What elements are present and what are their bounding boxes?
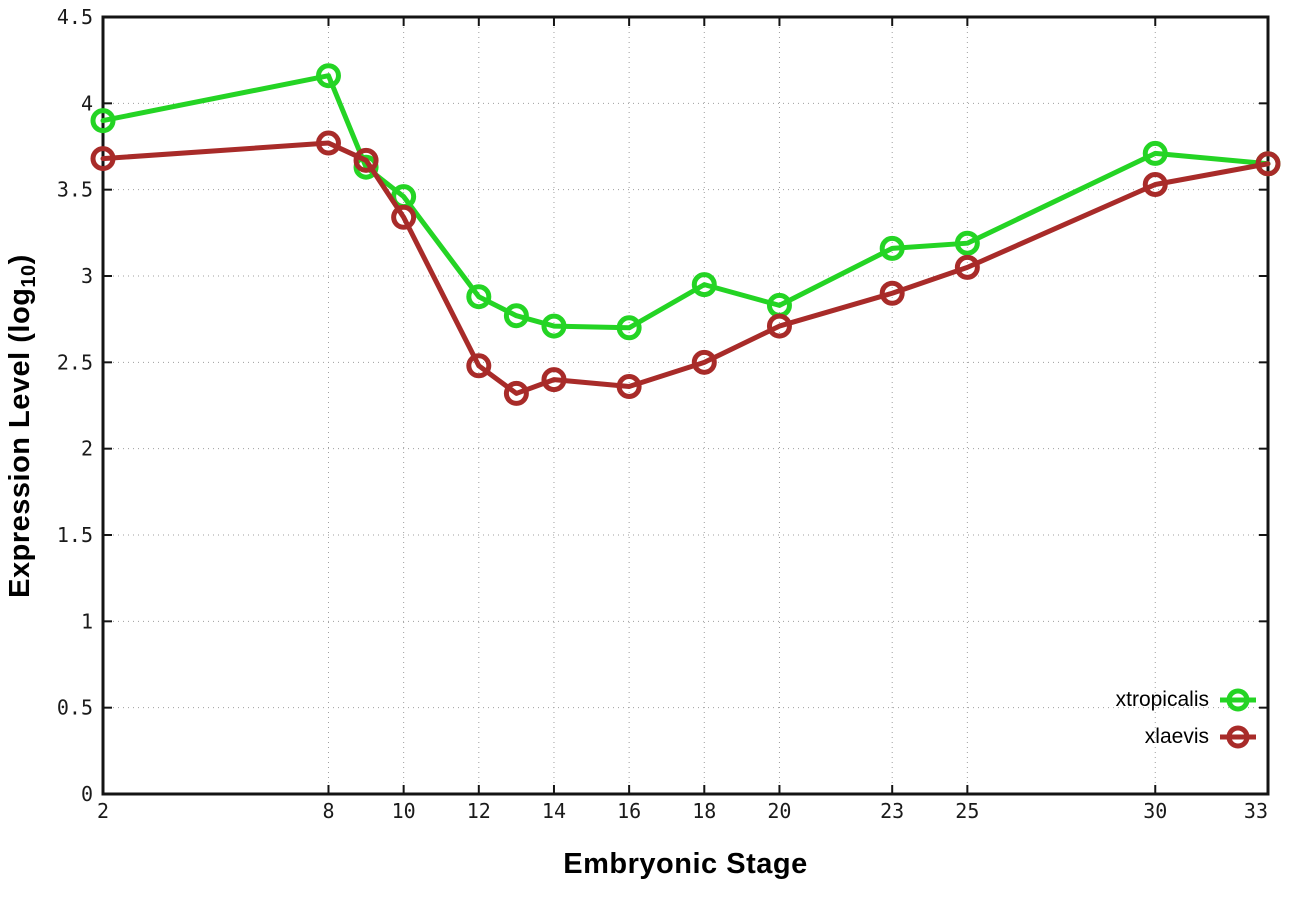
data-point-xlaevis	[391, 204, 417, 230]
data-point-xlaevis	[616, 374, 642, 400]
x-tick-label: 18	[692, 799, 716, 823]
data-point-xlaevis	[541, 367, 567, 393]
data-point-xlaevis	[90, 146, 116, 172]
y-tick-label: 0.5	[57, 696, 93, 720]
x-tick-label: 33	[1244, 799, 1268, 823]
data-point-xtropicalis	[466, 284, 492, 310]
legend-circle-marker	[1226, 688, 1250, 712]
data-point-xtropicalis	[954, 230, 980, 256]
data-point-xlaevis	[691, 349, 717, 375]
y-tick-label: 2	[81, 437, 93, 461]
data-point-xlaevis	[503, 380, 529, 406]
data-point-xlaevis	[353, 147, 379, 173]
y-tick-label: 3.5	[57, 178, 93, 202]
x-axis-title: Embryonic Stage	[563, 848, 808, 880]
data-point-xlaevis	[954, 254, 980, 280]
y-tick-label: 3	[81, 264, 93, 288]
data-point-xlaevis	[315, 130, 341, 156]
legend-label: xlaevis	[1144, 725, 1209, 748]
data-point-xlaevis	[1255, 151, 1281, 177]
data-point-xtropicalis	[879, 235, 905, 261]
x-tick-label: 2	[97, 799, 109, 823]
y-tick-label: 2.5	[57, 350, 93, 374]
x-tick-label: 8	[322, 799, 334, 823]
data-point-xtropicalis	[541, 313, 567, 339]
data-point-xtropicalis	[90, 108, 116, 134]
legend-row-xlaevis: xlaevis	[1145, 723, 1258, 751]
legend-label: xtropicalis	[1115, 688, 1209, 711]
y-axis-title: Expression Level (log10)	[4, 176, 40, 676]
x-tick-label: 23	[880, 799, 904, 823]
y-axis-title-suffix: )	[4, 254, 36, 265]
x-tick-label: 16	[617, 799, 641, 823]
y-tick-label: 1.5	[57, 523, 93, 547]
data-point-xtropicalis	[315, 63, 341, 89]
data-point-xtropicalis	[691, 272, 717, 298]
data-point-xlaevis	[466, 353, 492, 379]
y-tick-label: 4.5	[57, 5, 93, 29]
data-point-xlaevis	[766, 313, 792, 339]
data-point-xtropicalis	[1142, 140, 1168, 166]
legend-marker-sample	[1220, 688, 1256, 712]
data-point-xtropicalis	[503, 303, 529, 329]
data-point-xlaevis	[1142, 171, 1168, 197]
data-point-xlaevis	[879, 280, 905, 306]
series-line-xtropicalis	[100, 73, 1271, 331]
x-tick-label: 12	[467, 799, 491, 823]
y-tick-label: 0	[81, 782, 93, 806]
x-tick-label: 20	[767, 799, 791, 823]
x-tick-label: 30	[1143, 799, 1167, 823]
x-tick-label: 10	[392, 799, 416, 823]
y-axis-title-subscript: 10	[18, 264, 40, 288]
legend-row-xtropicalis: xtropicalis	[1116, 686, 1258, 714]
y-axis-title-text: Expression Level (log	[4, 287, 36, 598]
x-tick-label: 25	[955, 799, 979, 823]
legend-marker-sample	[1220, 725, 1256, 749]
x-tick-label: 14	[542, 799, 566, 823]
plot-border	[101, 15, 1270, 796]
y-tick-label: 1	[81, 609, 93, 633]
y-tick-label: 4	[81, 91, 93, 115]
legend-circle-marker	[1226, 725, 1250, 749]
data-point-xtropicalis	[616, 315, 642, 341]
legend: xtropicalis xlaevis	[1116, 686, 1258, 751]
